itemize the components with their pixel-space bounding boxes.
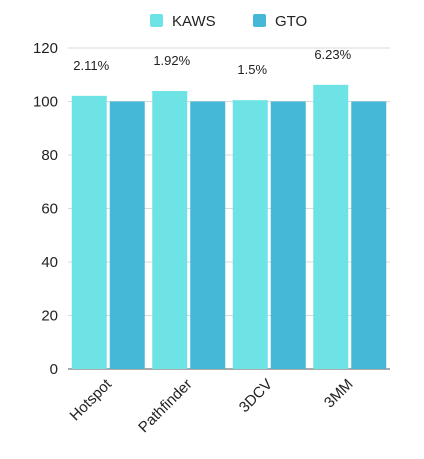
x-category-label-3mm: 3MM (321, 376, 357, 412)
data-label-3dcv: 1.5% (237, 62, 267, 77)
y-tick-label-20: 20 (41, 308, 58, 325)
y-axis-tick-labels: 0 20 40 60 80 100 120 (33, 40, 58, 378)
x-category-label-pathfinder: Pathfinder (135, 376, 195, 436)
bars (71, 84, 387, 370)
bar-kaws-3dcv (232, 100, 268, 369)
y-tick-label-0: 0 (50, 361, 58, 378)
data-label-hotspot: 2.11% (73, 58, 109, 73)
bar-kaws-hotspot (71, 95, 107, 370)
y-tick-label-100: 100 (33, 94, 58, 111)
x-axis-category-labels: Hotspot Pathfinder 3DCV 3MM (66, 375, 356, 436)
bar-kaws-3mm (313, 84, 349, 369)
bar-gto-3mm (351, 101, 387, 369)
x-category-label-hotspot: Hotspot (66, 375, 115, 424)
legend-swatch-gto (253, 14, 266, 27)
x-category-label-3dcv: 3DCV (236, 376, 276, 416)
data-labels: 2.11% 1.92% 1.5% 6.23% (73, 47, 351, 77)
bar-gto-3dcv (270, 101, 306, 369)
y-tick-label-40: 40 (41, 254, 58, 271)
y-tick-label-80: 80 (41, 147, 58, 164)
bar-kaws-pathfinder (152, 91, 188, 369)
bar-gto-hotspot (109, 101, 145, 369)
legend-label-kaws: KAWS (172, 13, 216, 30)
bar-gto-pathfinder (190, 101, 226, 369)
y-tick-label-60: 60 (41, 201, 58, 218)
legend-swatch-kaws (150, 14, 163, 27)
legend-label-gto: GTO (275, 13, 307, 30)
legend: KAWS GTO (150, 13, 307, 30)
data-label-pathfinder: 1.92% (153, 53, 190, 68)
y-tick-label-120: 120 (33, 40, 58, 57)
data-label-3mm: 6.23% (314, 47, 351, 62)
